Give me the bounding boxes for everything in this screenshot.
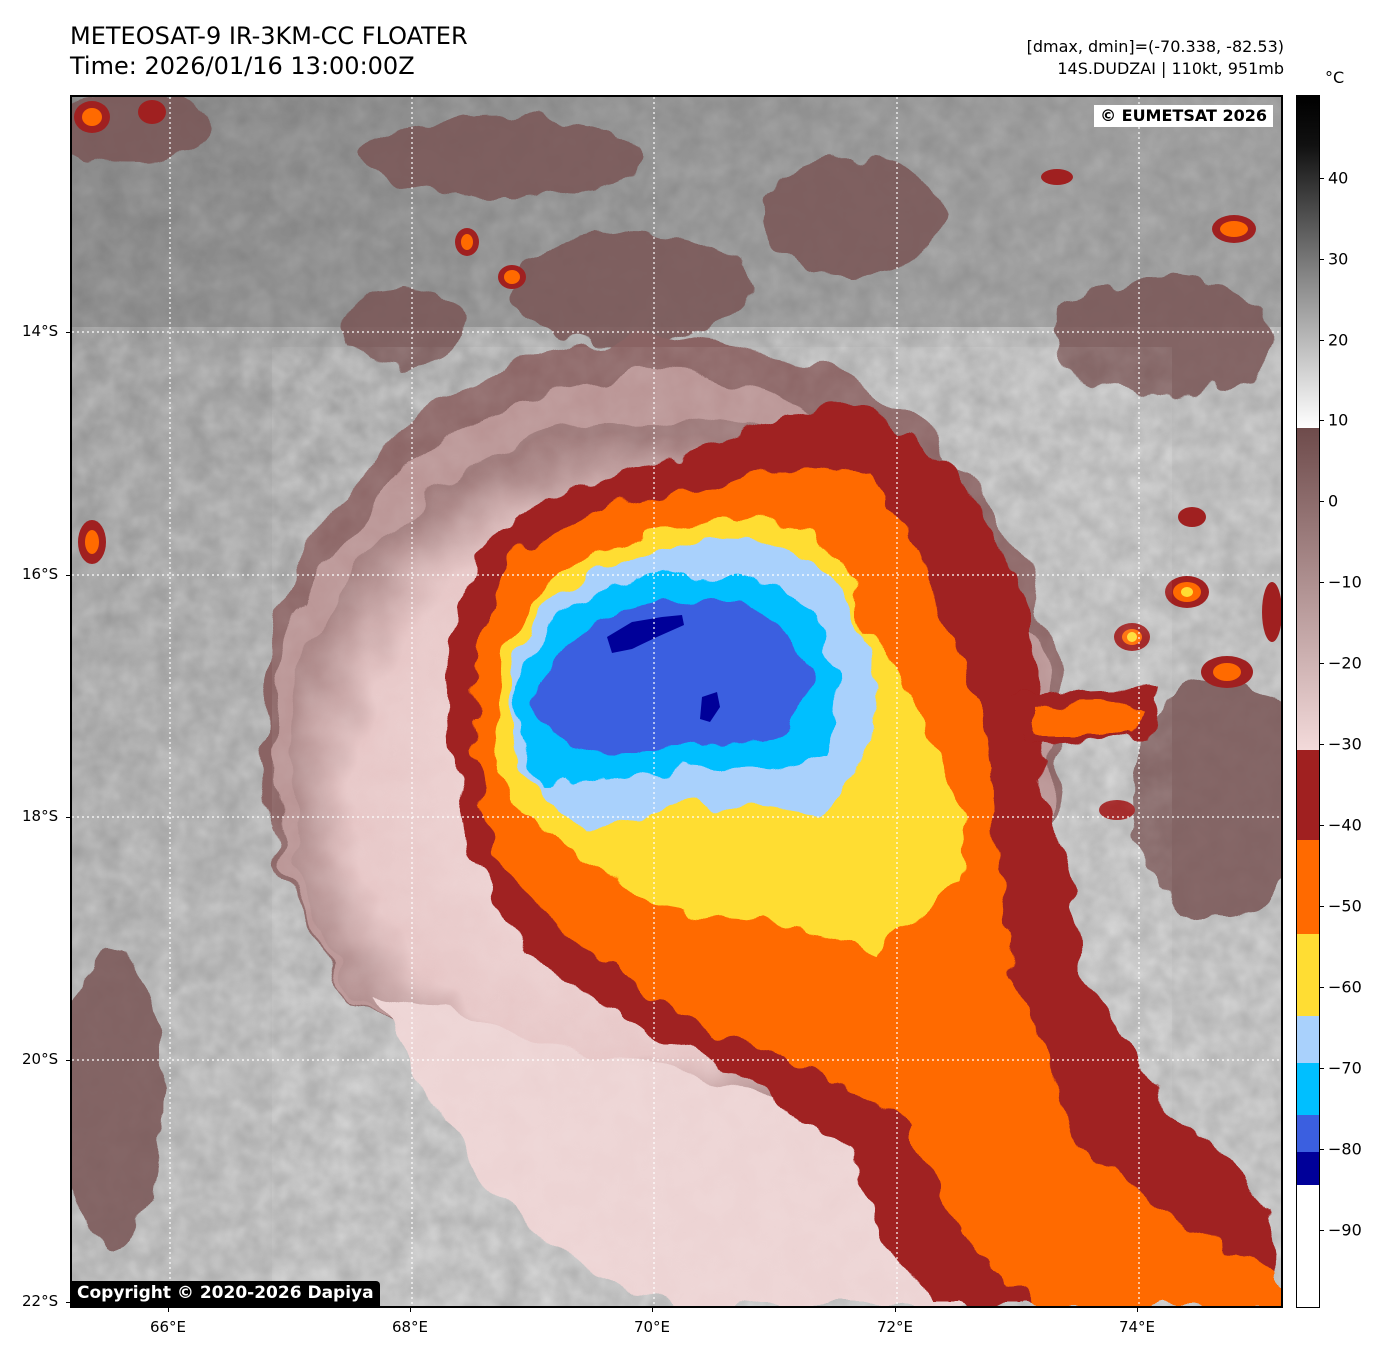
lon-label-74e: 74°E <box>1118 1318 1156 1336</box>
colorbar-tick <box>1320 1230 1324 1231</box>
colorbar-tick <box>1320 987 1324 988</box>
temperature-colorbar <box>1296 95 1320 1308</box>
colorbar-label: −10 <box>1328 572 1362 592</box>
colorbar-label: −30 <box>1328 734 1362 754</box>
lon-tick <box>410 1308 411 1312</box>
lat-tick <box>66 1060 70 1061</box>
colorbar-tick <box>1320 178 1324 179</box>
lat-tick <box>66 575 70 576</box>
colorbar-label: 10 <box>1328 410 1349 430</box>
colorbar-label: 30 <box>1328 249 1349 269</box>
colorbar-label: 0 <box>1328 491 1339 511</box>
colorbar-tick <box>1320 1068 1324 1069</box>
lon-label-70e: 70°E <box>633 1318 671 1336</box>
map-timestamp: Time: 2026/01/16 13:00:00Z <box>70 52 415 80</box>
colorbar-label: −40 <box>1328 815 1362 835</box>
colorbar-label: −20 <box>1328 653 1362 673</box>
lon-label-66e: 66°E <box>149 1318 187 1336</box>
colorbar-label: −50 <box>1328 896 1362 916</box>
eumetsat-credit: © EUMETSAT 2026 <box>1094 105 1273 127</box>
colorbar-tick <box>1320 582 1324 583</box>
colorbar-label: −60 <box>1328 977 1362 997</box>
colorbar-label: −90 <box>1328 1220 1362 1240</box>
colorbar-tick <box>1320 1149 1324 1150</box>
dmax-dmin-info: [dmax, dmin]=(-70.338, -82.53) <box>1026 37 1284 56</box>
lat-lon-grid <box>72 97 1281 1306</box>
colorbar-tick <box>1320 744 1324 745</box>
map-title: METEOSAT-9 IR-3KM-CC FLOATER <box>70 22 468 50</box>
lon-tick <box>168 1308 169 1312</box>
lat-label-16s: 16°S <box>22 565 59 583</box>
lon-label-68e: 68°E <box>391 1318 429 1336</box>
colorbar-tick <box>1320 259 1324 260</box>
lat-tick <box>66 1302 70 1303</box>
colorbar-tick <box>1320 906 1324 907</box>
storm-info: 14S.DUDZAI | 110kt, 951mb <box>1057 59 1284 78</box>
lon-tick <box>1137 1308 1138 1312</box>
colorbar-tick <box>1320 501 1324 502</box>
lat-label-22s: 22°S <box>22 1292 59 1310</box>
lat-label-20s: 20°S <box>22 1050 59 1068</box>
lat-label-14s: 14°S <box>22 322 59 340</box>
lat-tick <box>66 332 70 333</box>
lon-tick <box>895 1308 896 1312</box>
cloud-tops-royal-blue <box>536 600 807 749</box>
lat-tick <box>66 817 70 818</box>
colorbar-tick <box>1320 340 1324 341</box>
lon-label-72e: 72°E <box>876 1318 914 1336</box>
colorbar-label: −70 <box>1328 1058 1362 1078</box>
colorbar-label: −80 <box>1328 1139 1362 1159</box>
infrared-imagery <box>72 97 1281 1306</box>
colorbar-label: 20 <box>1328 330 1349 350</box>
lon-tick <box>652 1308 653 1312</box>
dapiya-credit: Copyright © 2020-2026 Dapiya <box>72 1281 380 1306</box>
colorbar-label: 40 <box>1328 168 1349 188</box>
colorbar-tick <box>1320 663 1324 664</box>
colorbar-tick <box>1320 825 1324 826</box>
colorbar-unit: °C <box>1325 68 1345 87</box>
colorbar-tick <box>1320 420 1324 421</box>
lat-label-18s: 18°S <box>22 807 59 825</box>
satellite-map: © EUMETSAT 2026 Copyright © 2020-2026 Da… <box>70 95 1283 1308</box>
coldest-cloud-tops <box>607 615 720 722</box>
